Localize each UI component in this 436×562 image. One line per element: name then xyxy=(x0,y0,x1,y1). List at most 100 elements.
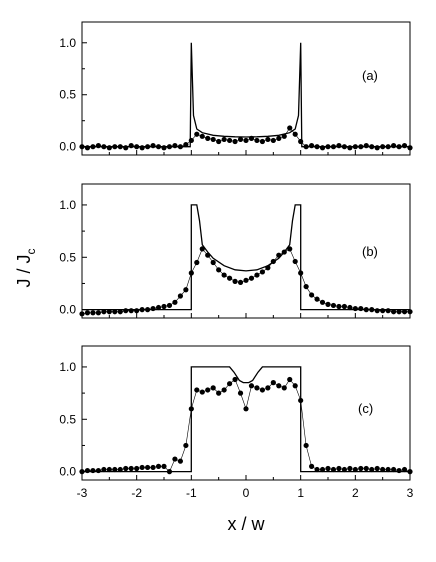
panel-label: (b) xyxy=(362,244,378,259)
data-point xyxy=(150,143,156,149)
y-tick-label: 0.5 xyxy=(59,412,76,426)
data-point xyxy=(385,308,391,314)
data-point xyxy=(117,309,123,315)
x-tick-label: 1 xyxy=(297,486,304,500)
data-point xyxy=(374,145,380,151)
data-point xyxy=(221,387,227,393)
data-point xyxy=(407,469,413,475)
panel-2: 0.0 0.5 1.0 (b) xyxy=(59,183,413,319)
data-point xyxy=(259,138,265,145)
data-point xyxy=(139,307,145,313)
data-point xyxy=(166,144,173,150)
y-tick-label: 1.0 xyxy=(59,36,76,50)
panels: 0.00.51.0(a)0.00.51.0(b)0.00.51.0-3 -2 -1 0… xyxy=(59,21,414,500)
data-point xyxy=(254,137,260,144)
data-point xyxy=(90,467,96,474)
data-point xyxy=(84,310,91,316)
data-point xyxy=(216,390,222,396)
data-point xyxy=(363,143,369,149)
data-point xyxy=(112,309,118,315)
data-point xyxy=(292,383,298,389)
data-point xyxy=(216,138,222,145)
data-point xyxy=(177,144,183,150)
data-point xyxy=(347,465,353,472)
x-tick-label: -3 xyxy=(77,486,88,500)
panel-1: 0.0 0.5 1.0 (a) xyxy=(59,21,413,156)
data-point xyxy=(79,144,85,150)
data-point xyxy=(194,259,200,266)
data-point xyxy=(177,293,183,299)
plot-frame xyxy=(81,21,411,156)
data-point xyxy=(84,145,91,151)
data-point xyxy=(232,138,238,145)
theory-curve xyxy=(82,204,410,311)
data-point xyxy=(254,385,260,391)
data-point xyxy=(281,249,287,255)
data-point xyxy=(325,301,331,307)
data-point xyxy=(248,135,255,141)
y-tick-label: 1.0 xyxy=(59,360,76,374)
data-point xyxy=(259,387,265,393)
data-point xyxy=(265,136,271,143)
data-point xyxy=(123,465,129,472)
data-point xyxy=(101,309,107,315)
data-point xyxy=(128,143,134,149)
data-point xyxy=(319,466,326,473)
data-point xyxy=(79,311,85,317)
data-point xyxy=(243,137,249,144)
data-point xyxy=(391,143,397,149)
data-point xyxy=(380,308,386,314)
data-point xyxy=(166,302,173,309)
data-point xyxy=(358,144,364,150)
x-tick-label: -2 xyxy=(131,486,142,500)
data-point xyxy=(161,463,167,469)
data-point xyxy=(216,267,222,273)
data-point xyxy=(341,466,347,473)
data-point xyxy=(401,309,408,315)
data-point xyxy=(183,287,189,293)
data-point xyxy=(391,466,397,473)
data-point xyxy=(407,309,413,315)
data-point xyxy=(380,144,386,150)
data-point xyxy=(90,144,96,150)
data-point xyxy=(112,466,118,473)
data-point xyxy=(221,272,227,278)
data-point xyxy=(123,145,129,151)
data-point xyxy=(347,145,353,151)
data-point xyxy=(352,466,358,473)
data-point xyxy=(336,465,342,472)
data-point xyxy=(221,136,227,143)
data-point xyxy=(172,299,178,305)
data-point xyxy=(150,464,156,471)
x-tick-label: 3 xyxy=(407,486,414,500)
y-tick-label: 0.0 xyxy=(59,465,76,479)
data-point xyxy=(188,406,194,412)
data-point xyxy=(385,144,391,150)
data-point xyxy=(205,135,211,141)
y-axis-title-subscript: c xyxy=(24,248,38,254)
data-point xyxy=(309,463,315,469)
data-point xyxy=(210,385,216,391)
data-point xyxy=(112,144,118,150)
data-point xyxy=(101,466,107,473)
data-point xyxy=(325,144,331,150)
data-point xyxy=(259,269,265,275)
data-point xyxy=(232,278,238,284)
data-point xyxy=(177,458,183,464)
data-point xyxy=(287,376,293,383)
data-point xyxy=(248,275,255,281)
data-point xyxy=(401,466,408,473)
data-point xyxy=(95,467,101,474)
data-point xyxy=(309,143,315,149)
panel-3: 0.0 0.5 1.0 -3 -2 -1 0 1 2 3 (c) xyxy=(59,345,414,500)
data-point xyxy=(270,258,276,265)
data-point xyxy=(254,272,260,278)
data-point xyxy=(369,144,375,150)
data-point xyxy=(363,465,369,472)
data-point xyxy=(95,310,101,316)
data-point xyxy=(227,381,233,387)
x-tick-label: -1 xyxy=(186,486,197,500)
data-line xyxy=(81,379,411,473)
data-point xyxy=(237,136,244,143)
data-point xyxy=(84,467,91,474)
